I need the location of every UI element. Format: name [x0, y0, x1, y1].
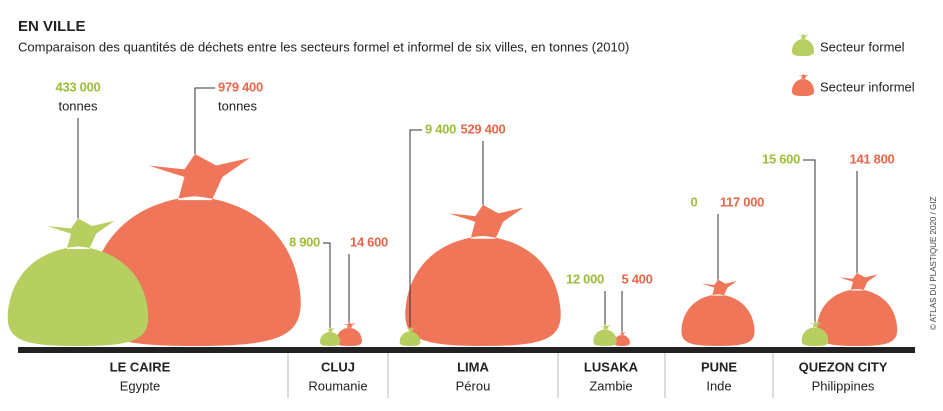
value-label: 529 400 [461, 121, 506, 136]
leader-line [803, 159, 816, 322]
city-label: LUSAKA [584, 359, 639, 374]
unit-label: tonnes [58, 98, 98, 113]
value-label: 8 900 [289, 234, 320, 249]
value-label: 9 400 [425, 121, 456, 136]
bag [593, 324, 617, 346]
bag [681, 279, 755, 346]
value-label: 141 800 [850, 151, 895, 166]
baseline [18, 347, 915, 353]
country-label: Egypte [120, 378, 160, 393]
country-label: Inde [706, 378, 731, 393]
value-label: 0 [691, 194, 698, 209]
bag [405, 204, 561, 346]
country-label: Philippines [812, 378, 875, 393]
country-label: Roumanie [308, 378, 367, 393]
bag [801, 321, 829, 346]
legend-icon [791, 34, 815, 56]
unit-label: tonnes [218, 98, 258, 113]
bag [319, 327, 341, 346]
bag [614, 331, 630, 346]
city-label: QUEZON CITY [799, 359, 888, 374]
legend-label: Secteur informel [820, 79, 915, 94]
value-label: 14 600 [350, 234, 388, 249]
leader-line [194, 87, 215, 155]
bag [7, 218, 149, 346]
leader-line [409, 129, 422, 328]
leader-line [323, 242, 331, 328]
city-label: LIMA [457, 359, 489, 374]
country-label: Zambie [589, 378, 632, 393]
credit: © ATLAS DU PLASTIQUE 2020 / GIZ [929, 197, 938, 330]
country-label: Pérou [456, 378, 491, 393]
value-label: 117 000 [720, 194, 764, 209]
city-label: LE CAIRE [110, 359, 171, 374]
bag [816, 272, 898, 346]
chart-subtitle: Comparaison des quantités de déchets ent… [18, 39, 629, 54]
bag [399, 327, 421, 346]
value-label: 433 000 [56, 79, 101, 94]
value-label: 15 600 [762, 151, 800, 166]
chart-title: EN VILLE [18, 18, 86, 35]
value-label: 5 400 [621, 271, 652, 286]
value-label: 12 000 [566, 271, 604, 286]
bag [336, 322, 362, 346]
city-label: CLUJ [321, 359, 355, 374]
value-label: 979 400 [218, 79, 263, 94]
legend-icon [791, 74, 815, 96]
city-label: PUNE [701, 359, 737, 374]
legend-label: Secteur formel [820, 39, 905, 54]
